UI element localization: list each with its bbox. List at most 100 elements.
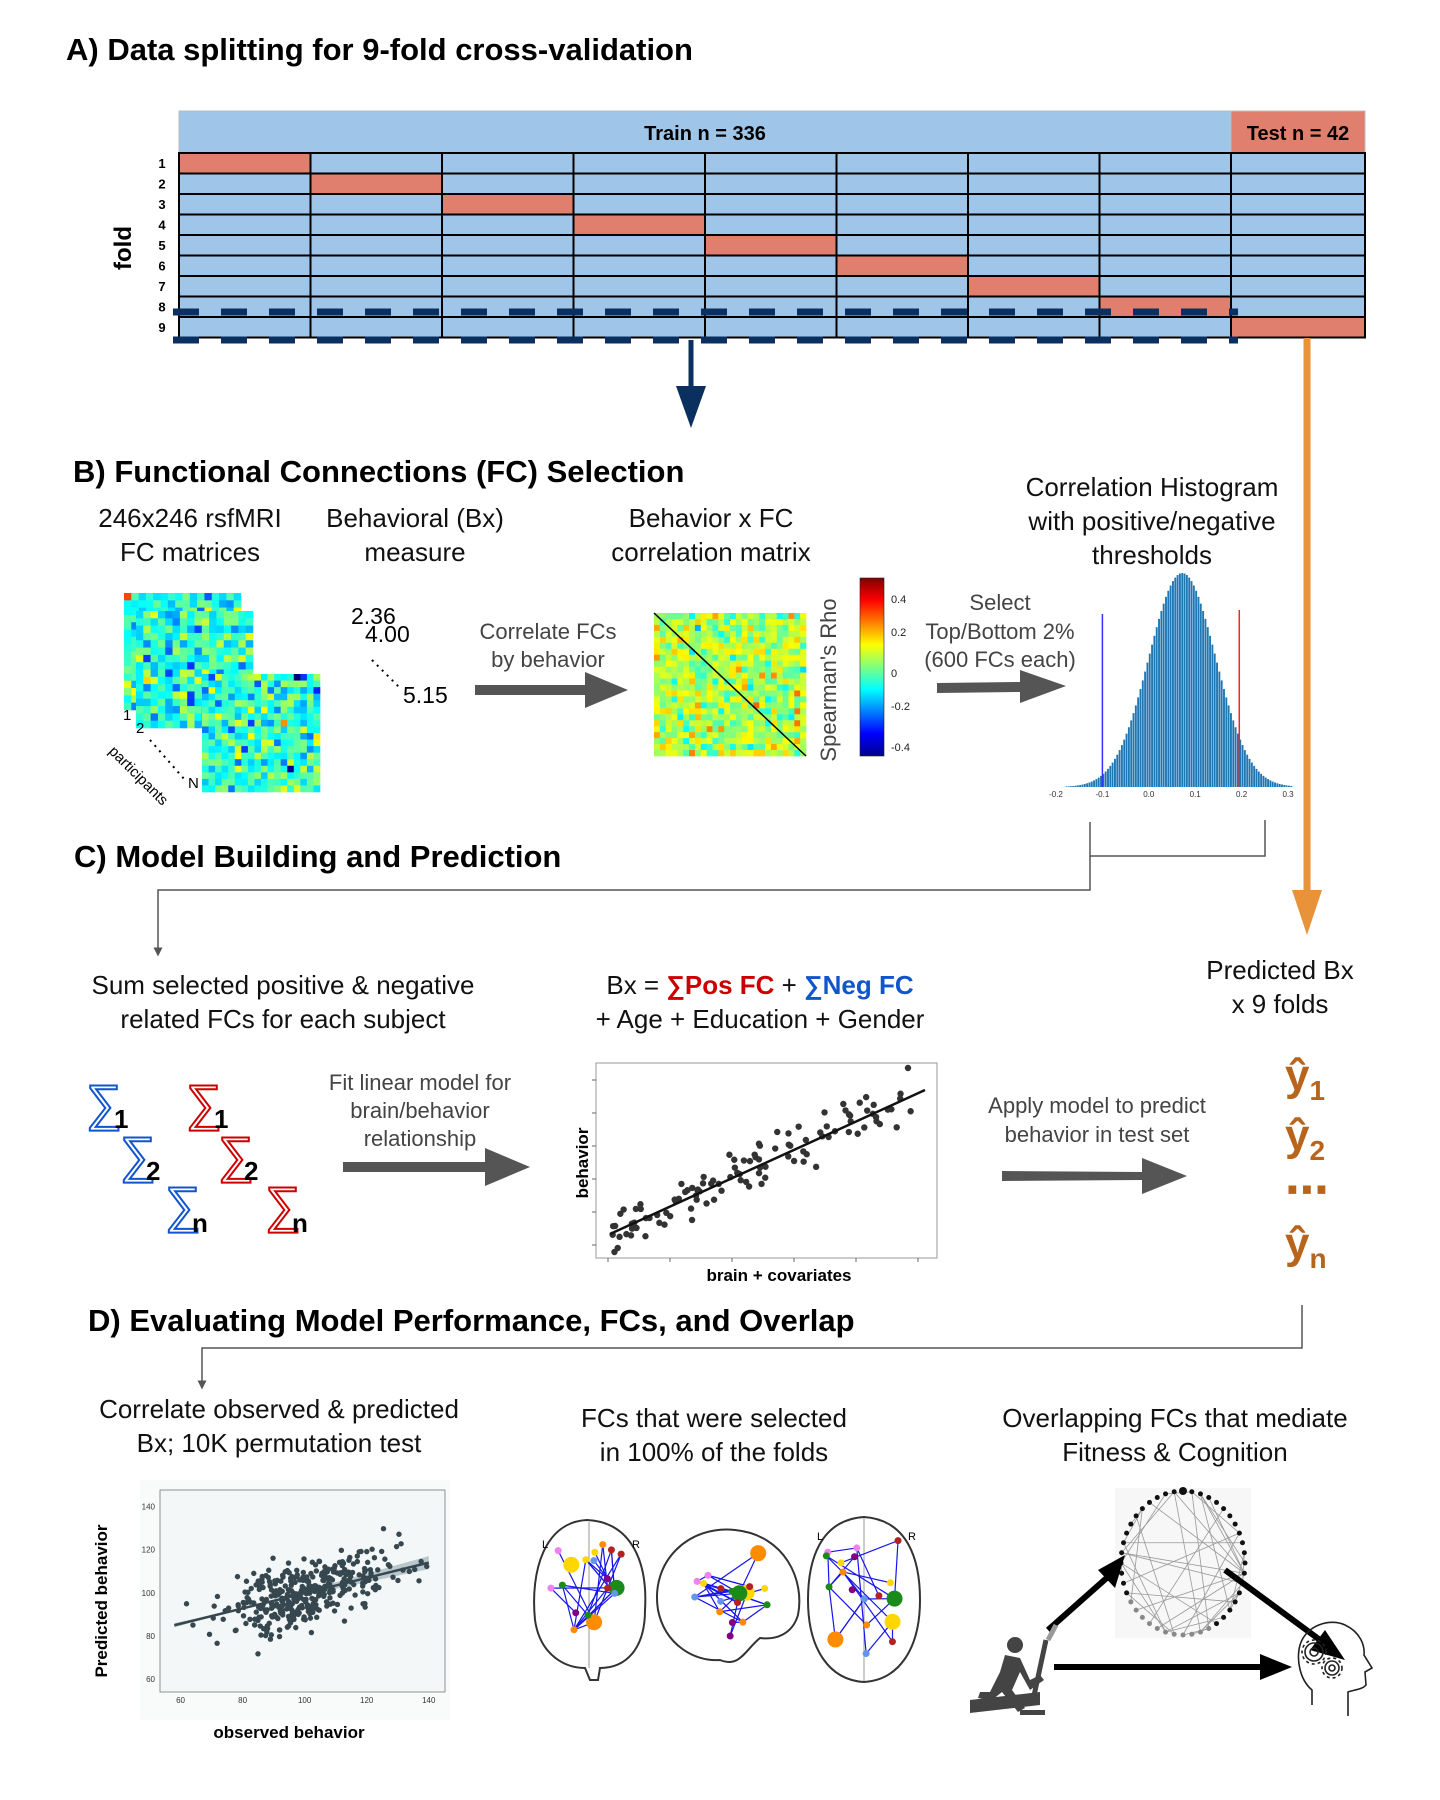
network-node [1180, 1632, 1186, 1638]
fc-matrices-label-2: FC matrices [120, 537, 260, 567]
scatter-point [375, 1567, 381, 1573]
fc-matrix-cell [165, 647, 173, 656]
corr-matrix-cell [654, 672, 661, 679]
corr-matrix-cell [677, 726, 684, 733]
corr-matrix-cell [753, 708, 760, 715]
scatter-point [349, 1569, 356, 1576]
scatter-point [785, 1153, 792, 1160]
fc-matrix-cell [300, 739, 308, 747]
fc-matrix-cell [216, 662, 225, 670]
scatter-point [255, 1651, 261, 1657]
corr-matrix-cell [677, 660, 684, 667]
brain-node [691, 1593, 699, 1601]
fold-number: 2 [158, 177, 165, 192]
fc-matrix-cell [124, 680, 132, 689]
scatter-point [620, 1206, 627, 1213]
overlap-label-1: Overlapping FCs that mediate [1002, 1403, 1347, 1433]
fc-matrix-cell [208, 765, 216, 773]
scatter-point [372, 1576, 379, 1582]
corr-matrix-cell [794, 613, 801, 620]
corr-matrix-label-2: correlation matrix [611, 537, 810, 567]
neg-sum-sub: n [192, 1208, 208, 1238]
fc-matrix-cell [223, 625, 232, 634]
corr-matrix-cell [741, 678, 748, 685]
fc-matrix-cell [306, 759, 314, 767]
scatter-point [300, 1586, 307, 1592]
network-node [1221, 1506, 1227, 1512]
corr-matrix-cell [770, 613, 778, 620]
histogram-bar [1278, 783, 1281, 787]
scatter-point [785, 1130, 792, 1137]
fc-matrix-cell [179, 676, 188, 685]
histogram-bar [1283, 784, 1286, 787]
corr-matrix-cell [741, 702, 748, 709]
corr-matrix-cell [794, 750, 801, 757]
corr-matrix-cell [718, 732, 725, 739]
scatter-point [821, 1109, 828, 1116]
corr-matrix-cell [741, 690, 748, 697]
corr-matrix-cell [700, 702, 707, 709]
fc-matrix-cell [287, 680, 295, 688]
corr-matrix-cell [671, 690, 678, 697]
fc-matrix-cell [172, 662, 181, 670]
train-cell [309, 234, 443, 257]
fc-matrix-cell [267, 719, 275, 727]
scatter-point [268, 1605, 275, 1611]
fc-matrix-cell [209, 640, 217, 648]
corr-matrix-cell [677, 672, 684, 679]
fc-matrix-cell [234, 719, 242, 727]
fc-matrix-cell [247, 674, 255, 681]
histogram-bar [1069, 786, 1072, 787]
corr-matrix-cell [683, 666, 690, 673]
corr-matrix-cell [747, 714, 754, 721]
scatter-point [345, 1569, 352, 1575]
network-edge [1200, 1493, 1231, 1611]
fc-matrix-cell [124, 614, 132, 623]
train-cell [967, 193, 1101, 216]
scatter-point [358, 1548, 364, 1555]
network-node [1146, 1621, 1152, 1627]
corr-matrix-cell [654, 678, 661, 685]
histogram-bar [1120, 745, 1123, 787]
fc-matrix-cell [179, 713, 188, 721]
fc-matrix-cell [124, 636, 132, 645]
fc-matrix-cell [241, 759, 249, 767]
network-node [1189, 1489, 1195, 1495]
corr-matrix-cell [788, 648, 795, 656]
corr-matrix-cell [747, 672, 754, 679]
corr-matrix-cell [654, 654, 661, 662]
fc-matrix-cell [187, 713, 195, 721]
histogram-bar [1213, 653, 1216, 787]
fc-matrix-cell [157, 691, 166, 700]
corr-matrix-cell [689, 666, 696, 673]
overlap-label-2: Fitness & Cognition [1062, 1437, 1287, 1467]
histogram-bar [1211, 644, 1214, 787]
fc-matrix-cell [150, 691, 159, 700]
corr-matrix-cell [800, 696, 807, 703]
colorbar-tick: 0.2 [891, 627, 906, 639]
corr-matrix-cell [765, 660, 772, 667]
network-edge [1208, 1497, 1245, 1574]
fc-matrix-cell [172, 611, 181, 619]
scatter-point [248, 1585, 254, 1592]
corr-matrix-cell [706, 630, 713, 638]
formula-neg-term: ∑Neg FC [804, 970, 914, 1000]
scatter-point [327, 1595, 333, 1601]
corr-matrix-cell [694, 613, 702, 620]
corr-matrix-cell [730, 654, 737, 662]
fc-matrix-cell [194, 618, 203, 626]
train-cell [572, 295, 706, 318]
corr-matrix-cell [677, 636, 684, 644]
histogram-bar [1202, 610, 1205, 787]
train-cell [178, 254, 312, 277]
corr-matrix-cell [776, 642, 783, 650]
fc-matrix-cell [300, 700, 308, 708]
scatter-point [282, 1583, 288, 1589]
corr-matrix-cell [770, 696, 778, 703]
corr-matrix-cell [700, 660, 707, 667]
corr-matrix-cell [730, 702, 737, 709]
scatter-point [893, 1124, 900, 1131]
scatter-point [656, 1219, 663, 1227]
fc-matrix-cell [287, 746, 295, 753]
corr-matrix-cell [700, 630, 707, 638]
